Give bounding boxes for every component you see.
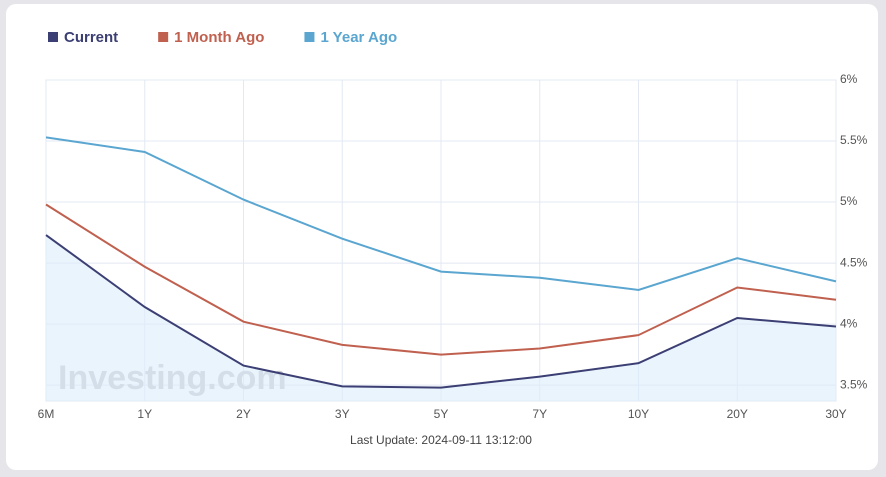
x-tick-label: 1Y <box>137 407 152 421</box>
legend-swatch <box>48 32 58 42</box>
x-tick-label: 20Y <box>727 407 748 421</box>
series-line <box>45 136 837 291</box>
y-tick-label: 6% <box>840 72 858 86</box>
footer: Last Update: 2024-09-11 13:12:00 <box>350 433 532 447</box>
y-tick-label: 5.5% <box>840 133 868 147</box>
legend-label: 1 Year Ago <box>320 29 397 46</box>
x-tick-label: 5Y <box>434 407 449 421</box>
x-tick-label: 6M <box>38 407 55 421</box>
legend: Current 1 Month Ago 1 Year Ago <box>48 29 397 46</box>
legend-swatch <box>158 32 169 42</box>
legend-swatch <box>304 32 315 42</box>
series-line <box>45 234 837 389</box>
y-tick-label: 4.5% <box>840 255 868 269</box>
area <box>46 235 836 401</box>
x-tick-label: 10Y <box>628 407 649 421</box>
legend-label: Current <box>64 29 118 46</box>
x-tick-label: 30Y <box>825 407 846 421</box>
series-line <box>45 203 837 356</box>
y-tick-label: 4% <box>840 316 858 330</box>
legend-label: 1 Month Ago <box>174 29 264 46</box>
x-tick-label: 7Y <box>532 407 547 421</box>
x-tick-label: 2Y <box>236 407 251 421</box>
y-tick-label: 3.5% <box>840 377 868 391</box>
y-tick-label: 5% <box>840 194 858 208</box>
x-tick-label: 3Y <box>335 407 350 421</box>
